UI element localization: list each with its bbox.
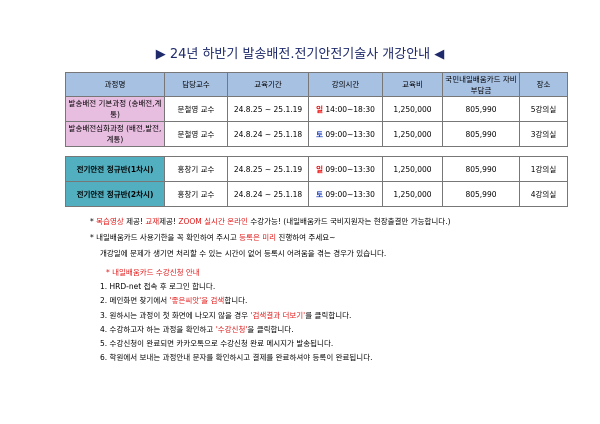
highlight: 교재 (145, 217, 160, 226)
course-table: 과정명 담당교수 교육기간 강의시간 교육비 국민내일배움카드 자비부담금 장소… (65, 72, 568, 207)
enrollment-steps: * 내일배움카드 수강신청 안내 1. HRD-net 접속 후 로그인 합니다… (100, 266, 373, 365)
step-1: 1. HRD-net 접속 후 로그인 합니다. (100, 282, 216, 292)
text: * 내일배움카드 사용기한을 꼭 확인하여 주시고 (90, 233, 240, 242)
step-5: 5. 수강신청이 완료되면 카카오톡으로 수강신청 완료 메시지가 발송됩니다. (100, 339, 334, 349)
self-pay: 805,990 (442, 156, 520, 182)
text: 합니다. (224, 296, 248, 306)
table-row: 전기안전 정규반(1차시) 홍창기 교수 24.8.25 ~ 25.1.19 일… (65, 156, 568, 182)
course-name: 전기안전 정규반(2차시) (65, 181, 165, 207)
course-name: 발송배전 기본과정 (송배전,계통) (65, 96, 165, 122)
col-period: 교육기간 (227, 72, 309, 97)
time-range: 14:00~18:30 (325, 104, 375, 114)
day: 일 (316, 164, 323, 174)
self-pay: 805,990 (442, 181, 520, 207)
self-pay: 805,990 (442, 96, 520, 122)
day: 토 (316, 189, 323, 199)
spacer-row (65, 146, 568, 157)
highlight: '좋은씨앗'을 검색 (169, 296, 225, 306)
col-prof: 담당교수 (164, 72, 228, 97)
time-range: 09:00~13:30 (325, 129, 375, 139)
self-pay: 805,990 (442, 121, 520, 147)
highlight: ZOOM 실시간 온라인 (178, 217, 248, 226)
period: 24.8.24 ~ 25.1.18 (227, 121, 309, 147)
text: 를 클릭합니다. (305, 310, 352, 320)
period: 24.8.25 ~ 25.1.19 (227, 156, 309, 182)
day: 토 (316, 129, 323, 139)
table-header: 과정명 담당교수 교육기간 강의시간 교육비 국민내일배움카드 자비부담금 장소 (65, 72, 568, 97)
note-2: * 내일배움카드 사용기한을 꼭 확인하여 주시고 등록은 미리 진행하여 주세… (90, 230, 451, 246)
prof: 홍창기 교수 (164, 181, 228, 207)
note-3: 개강일에 문제가 생기면 처리할 수 있는 시간이 없어 등록시 어려움을 겪는… (100, 249, 387, 258)
text: 4. 수강하고자 하는 과정을 확인하고 (100, 324, 216, 334)
notes: * 복습영상 제공! 교재제공! ZOOM 실시간 온라인 수강가능! (내일배… (90, 214, 451, 262)
text: 진행하여 주세요~ (276, 233, 336, 242)
fee: 1,250,000 (382, 181, 443, 207)
time: 토 09:00~13:30 (308, 181, 383, 207)
table-row: 발송배전심화과정 (배전,발전,계통) 문철영 교수 24.8.24 ~ 25.… (65, 121, 568, 147)
text: 2. 메인화면 찾기에서 (100, 296, 170, 306)
day: 일 (316, 104, 323, 114)
text: 3. 원하시는 과정이 첫 화면에 나오지 않을 경우 (100, 310, 251, 320)
text: * (90, 217, 97, 226)
highlight: 등록은 미리 (239, 233, 277, 242)
text: 을 클릭합니다. (247, 324, 294, 334)
time: 일 09:00~13:30 (308, 156, 383, 182)
highlight: 복습영상 (96, 217, 124, 226)
note-1: * 복습영상 제공! 교재제공! ZOOM 실시간 온라인 수강가능! (내일배… (90, 214, 451, 230)
time-range: 09:00~13:30 (325, 164, 375, 174)
step-4: 4. 수강하고자 하는 과정을 확인하고 '수강신청'을 클릭합니다. (100, 323, 373, 337)
prof: 홍창기 교수 (164, 156, 228, 182)
time: 토 09:00~13:30 (308, 121, 383, 147)
period: 24.8.25 ~ 25.1.19 (227, 96, 309, 122)
step-3: 3. 원하시는 과정이 첫 화면에 나오지 않을 경우 '검색결과 더보기'를 … (100, 309, 373, 323)
time-range: 09:00~13:30 (325, 189, 375, 199)
steps-heading: * 내일배움카드 수강신청 안내 (106, 268, 200, 277)
highlight: '검색결과 더보기' (250, 310, 306, 320)
fee: 1,250,000 (382, 121, 443, 147)
step-2: 2. 메인화면 찾기에서 '좋은씨앗'을 검색합니다. (100, 294, 373, 308)
room: 5강의실 (519, 96, 568, 122)
text: 제공! (159, 217, 179, 226)
course-name: 발송배전심화과정 (배전,발전,계통) (65, 121, 165, 147)
room: 1강의실 (519, 156, 568, 182)
col-room: 장소 (519, 72, 568, 97)
page-title: ▶ 24년 하반기 발송배전.전기안전기술사 개강안내 ◀ (155, 47, 445, 62)
table-row: 전기안전 정규반(2차시) 홍창기 교수 24.8.24 ~ 25.1.18 토… (65, 181, 568, 207)
col-fee: 교육비 (382, 72, 443, 97)
fee: 1,250,000 (382, 96, 443, 122)
spacer (65, 146, 568, 157)
room: 3강의실 (519, 121, 568, 147)
time: 일 14:00~18:30 (308, 96, 383, 122)
col-course: 과정명 (65, 72, 165, 97)
prof: 문철영 교수 (164, 121, 228, 147)
step-6: 6. 학원에서 보내는 과정안내 문자를 확인하시고 결제를 완료하셔야 등록이… (100, 353, 373, 363)
room: 4강의실 (519, 181, 568, 207)
prof: 문철영 교수 (164, 96, 228, 122)
text: 수강가능! (내일배움카드 국비지원자는 현장출결만 가능합니다.) (247, 217, 451, 226)
period: 24.8.24 ~ 25.1.18 (227, 181, 309, 207)
table-row: 발송배전 기본과정 (송배전,계통) 문철영 교수 24.8.25 ~ 25.1… (65, 96, 568, 122)
text: 제공! (123, 217, 146, 226)
col-self-pay: 국민내일배움카드 자비부담금 (442, 72, 520, 97)
fee: 1,250,000 (382, 156, 443, 182)
col-time: 강의시간 (308, 72, 383, 97)
course-name: 전기안전 정규반(1차시) (65, 156, 165, 182)
highlight: '수강신청' (215, 324, 248, 334)
